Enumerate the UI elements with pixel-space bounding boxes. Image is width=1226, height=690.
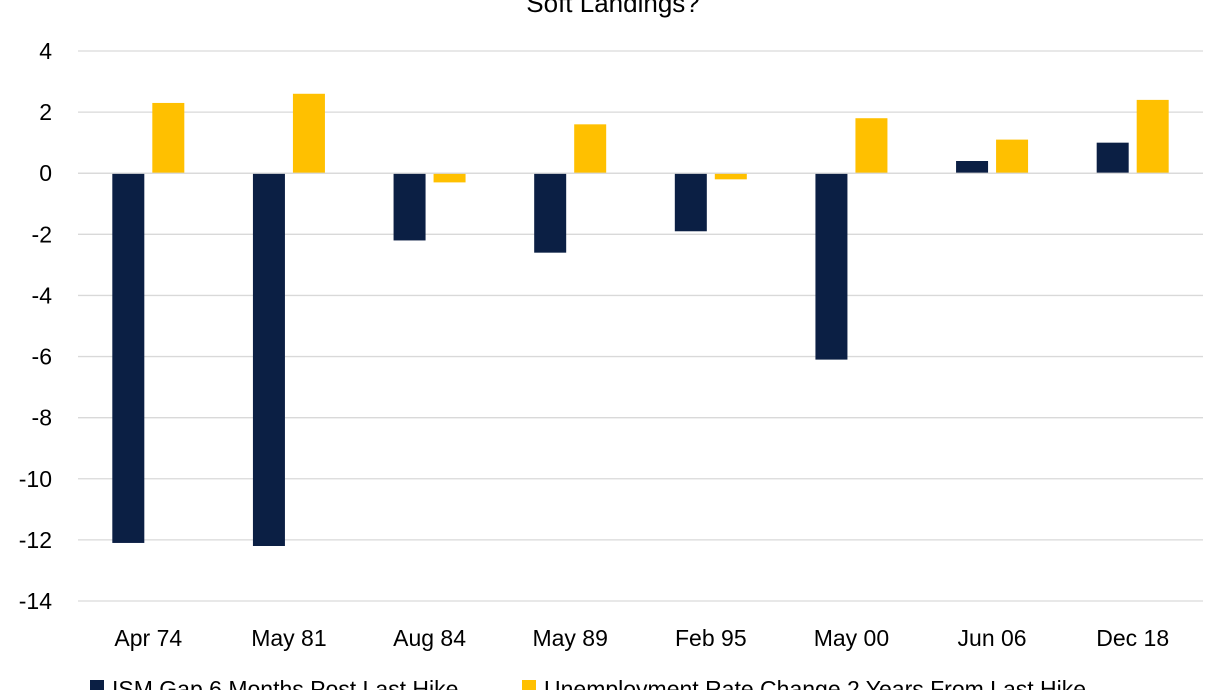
bars	[78, 93, 1203, 546]
x-tick-label: Dec 18	[1096, 625, 1169, 651]
y-tick-label: -12	[19, 527, 52, 553]
y-tick-label: -14	[19, 588, 52, 614]
bar-unemployment-change-0	[152, 102, 185, 174]
y-tick-label: -10	[19, 466, 52, 492]
y-tick-label: -6	[32, 344, 52, 370]
x-tick-label: May 89	[532, 625, 607, 651]
bar-ism-gap-2	[393, 173, 426, 241]
y-tick-label: -4	[32, 282, 53, 308]
y-tick-label: 2	[39, 99, 52, 125]
x-axis-tick-labels: Apr 74 May 81 Aug 84 May 89 Feb 95 May 00 Jun …	[114, 625, 1169, 651]
bar-ism-gap-7	[1096, 142, 1129, 174]
bar-ism-gap-4	[674, 173, 707, 232]
x-tick-label: Aug 84	[393, 625, 466, 651]
y-tick-label: -8	[32, 405, 52, 431]
y-axis-tick-labels: 4 2 0 -2 -4 -6 -8 -10 -12 -14	[19, 38, 52, 614]
bar-ism-gap-5	[815, 173, 848, 360]
bar-ism-gap-6	[956, 161, 989, 174]
y-tick-label: 4	[39, 38, 52, 64]
bar-unemployment-change-2	[433, 173, 466, 183]
bar-ism-gap-3	[534, 173, 567, 253]
bar-ism-gap-0	[112, 173, 145, 543]
x-tick-label: May 81	[251, 625, 326, 651]
legend-label-unemployment-change: Unemployment Rate Change 2 Years From La…	[544, 676, 1086, 690]
bar-unemployment-change-4	[714, 173, 747, 180]
y-tick-label: -2	[32, 221, 52, 247]
bar-unemployment-change-5	[855, 118, 888, 174]
x-tick-label: Apr 74	[114, 625, 182, 651]
bar-unemployment-change-1	[292, 93, 325, 174]
y-tick-label: 0	[39, 160, 52, 186]
bar-ism-gap-1	[252, 173, 285, 546]
chart-title: Soft Landings?	[526, 0, 699, 18]
bar-unemployment-change-6	[996, 139, 1029, 174]
legend: ISM Gap 6 Months Post Last Hike Unemploym…	[90, 676, 1086, 690]
x-tick-label: Feb 95	[675, 625, 747, 651]
bar-unemployment-change-3	[574, 124, 607, 174]
x-tick-label: May 00	[814, 625, 889, 651]
legend-swatch-unemployment-change	[522, 680, 536, 690]
legend-swatch-ism-gap	[90, 680, 104, 690]
legend-label-ism-gap: ISM Gap 6 Months Post Last Hike	[112, 676, 458, 690]
bar-unemployment-change-7	[1136, 99, 1169, 174]
x-tick-label: Jun 06	[958, 625, 1027, 651]
gridlines	[78, 50, 1203, 602]
